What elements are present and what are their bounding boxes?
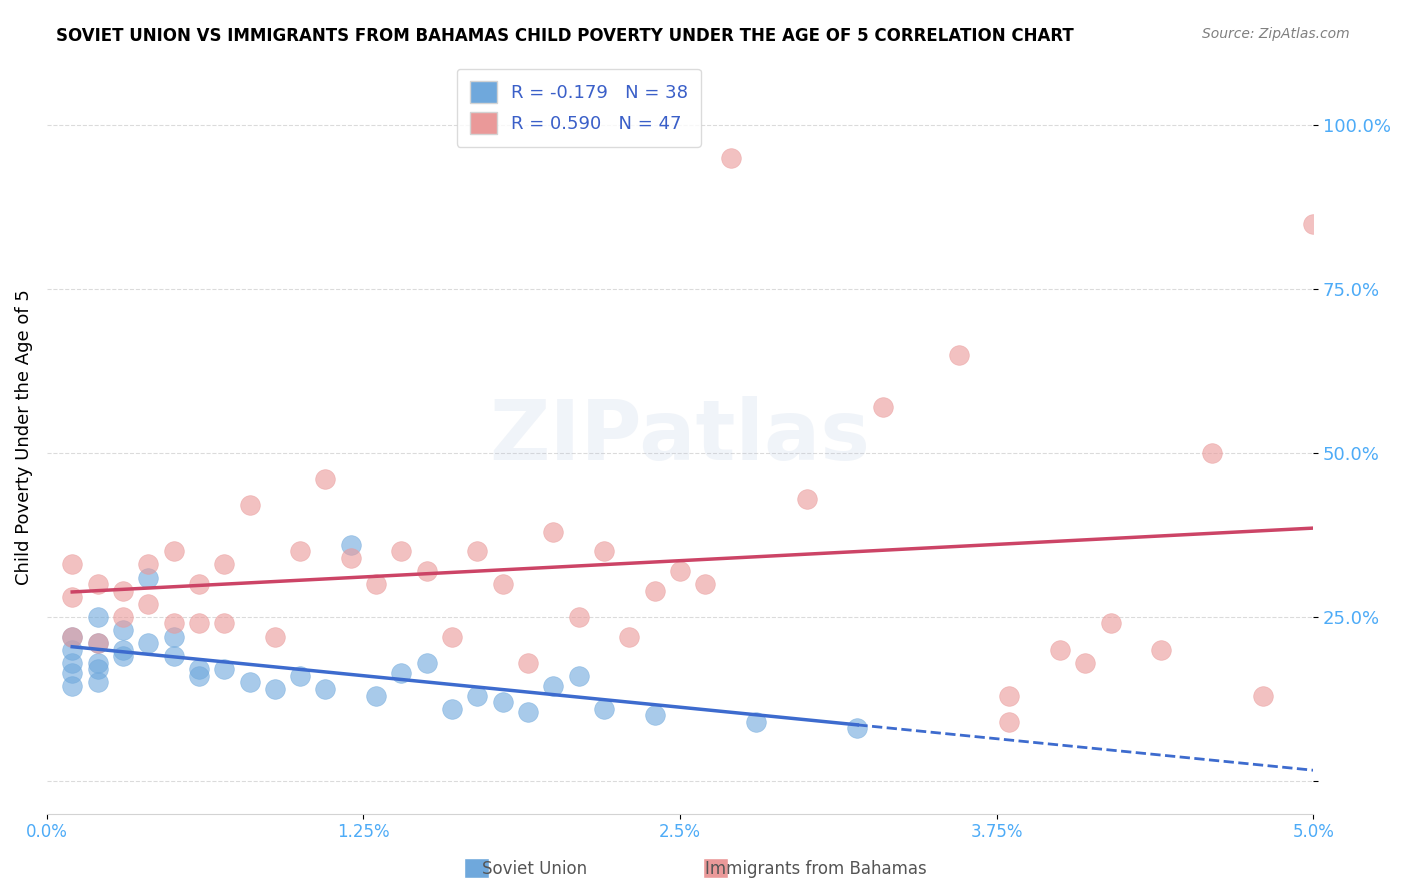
Point xyxy=(1251,689,1274,703)
Point xyxy=(441,701,464,715)
Point xyxy=(872,400,894,414)
Point xyxy=(593,544,616,558)
Point xyxy=(568,610,591,624)
Point xyxy=(86,610,108,624)
Text: Immigrants from Bahamas: Immigrants from Bahamas xyxy=(704,860,927,878)
Point xyxy=(238,499,260,513)
Point xyxy=(86,577,108,591)
Point xyxy=(948,348,970,362)
Point xyxy=(60,642,83,657)
Point xyxy=(467,689,489,703)
Point xyxy=(86,675,108,690)
Point xyxy=(111,649,134,664)
Point xyxy=(111,583,134,598)
Y-axis label: Child Poverty Under the Age of 5: Child Poverty Under the Age of 5 xyxy=(15,289,32,584)
Point xyxy=(416,656,439,670)
Text: Source: ZipAtlas.com: Source: ZipAtlas.com xyxy=(1202,27,1350,41)
Point xyxy=(669,564,692,578)
Point xyxy=(86,636,108,650)
Point xyxy=(136,597,159,611)
Point xyxy=(391,665,413,680)
Point xyxy=(315,472,337,486)
Point xyxy=(60,665,83,680)
Point xyxy=(136,570,159,584)
Point xyxy=(162,630,184,644)
Point xyxy=(111,623,134,637)
Point xyxy=(1074,656,1097,670)
Point xyxy=(720,151,742,165)
Point xyxy=(1302,217,1324,231)
Point xyxy=(86,656,108,670)
Point xyxy=(846,722,869,736)
Point xyxy=(162,649,184,664)
Point xyxy=(187,616,209,631)
Point xyxy=(644,708,666,723)
Point xyxy=(441,630,464,644)
Point xyxy=(340,550,363,565)
Point xyxy=(1150,642,1173,657)
Point xyxy=(998,714,1021,729)
Point xyxy=(619,630,641,644)
Point xyxy=(60,630,83,644)
Point xyxy=(492,695,515,709)
Point xyxy=(212,558,235,572)
Point xyxy=(136,558,159,572)
Point xyxy=(467,544,489,558)
Point xyxy=(695,577,717,591)
Point xyxy=(416,564,439,578)
Point xyxy=(366,689,388,703)
Point xyxy=(391,544,413,558)
Point xyxy=(162,616,184,631)
Point xyxy=(543,679,565,693)
Point xyxy=(212,662,235,676)
Point xyxy=(238,675,260,690)
Point xyxy=(162,544,184,558)
Point xyxy=(263,681,285,696)
Point xyxy=(111,610,134,624)
Point xyxy=(1099,616,1122,631)
Point xyxy=(315,681,337,696)
Text: ZIPatlas: ZIPatlas xyxy=(489,396,870,477)
Point xyxy=(111,642,134,657)
Point xyxy=(340,538,363,552)
Point xyxy=(263,630,285,644)
Point xyxy=(745,714,768,729)
Point xyxy=(60,591,83,605)
Point xyxy=(288,669,311,683)
Point xyxy=(288,544,311,558)
Point xyxy=(366,577,388,591)
Point xyxy=(543,524,565,539)
Point xyxy=(644,583,666,598)
Point xyxy=(568,669,591,683)
Point xyxy=(517,656,540,670)
Point xyxy=(136,636,159,650)
Point xyxy=(187,662,209,676)
Point xyxy=(60,630,83,644)
Point xyxy=(86,636,108,650)
Text: SOVIET UNION VS IMMIGRANTS FROM BAHAMAS CHILD POVERTY UNDER THE AGE OF 5 CORRELA: SOVIET UNION VS IMMIGRANTS FROM BAHAMAS … xyxy=(56,27,1074,45)
Point xyxy=(60,558,83,572)
Point xyxy=(517,705,540,719)
Point xyxy=(187,577,209,591)
Point xyxy=(60,656,83,670)
Text: Soviet Union: Soviet Union xyxy=(482,860,586,878)
Point xyxy=(998,689,1021,703)
Point xyxy=(492,577,515,591)
Point xyxy=(1049,642,1071,657)
Point xyxy=(212,616,235,631)
Point xyxy=(187,669,209,683)
Point xyxy=(1201,446,1223,460)
Legend: R = -0.179   N = 38, R = 0.590   N = 47: R = -0.179 N = 38, R = 0.590 N = 47 xyxy=(457,69,700,147)
Point xyxy=(796,491,818,506)
Point xyxy=(60,679,83,693)
Point xyxy=(86,662,108,676)
Point xyxy=(593,701,616,715)
